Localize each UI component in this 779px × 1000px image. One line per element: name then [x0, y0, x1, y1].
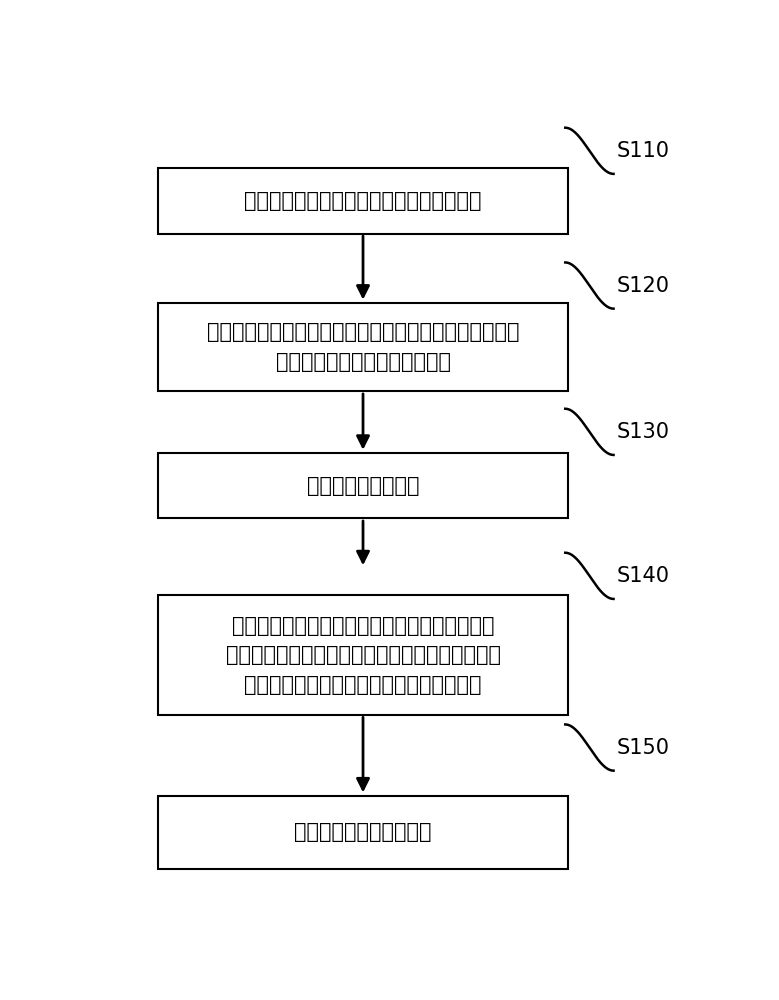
Text: S130: S130 — [616, 422, 670, 442]
Text: S150: S150 — [616, 738, 670, 758]
FancyBboxPatch shape — [157, 453, 569, 518]
Text: S140: S140 — [616, 566, 670, 586]
FancyBboxPatch shape — [157, 303, 569, 391]
Text: 分析起裂延伸为主裂缝的概率，在确保一个簇内
仅有一个主裂缝延伸的前提下，结合诱导应力确定
簇长的上限，结合孔眼摩阻确定簇长的下限: 分析起裂延伸为主裂缝的概率，在确保一个簇内 仅有一个主裂缝延伸的前提下，结合诱导… — [225, 616, 501, 695]
Text: 通过对地质甜点指标和工程甜点指标模型进行权重分配，
建立储层的综合可压性指数模型: 通过对地质甜点指标和工程甜点指标模型进行权重分配， 建立储层的综合可压性指数模型 — [206, 322, 520, 372]
Text: S110: S110 — [616, 141, 670, 161]
FancyBboxPatch shape — [157, 796, 569, 869]
FancyBboxPatch shape — [157, 595, 569, 715]
Text: S120: S120 — [616, 276, 670, 296]
Text: 根据脆塑性确定每段簇数: 根据脆塑性确定每段簇数 — [294, 822, 432, 842]
FancyBboxPatch shape — [157, 168, 569, 234]
Text: 修正综合可压性指数: 修正综合可压性指数 — [307, 476, 419, 496]
Text: 建立地质甜点指标模型和工程甜点指标模型: 建立地质甜点指标模型和工程甜点指标模型 — [245, 191, 481, 211]
